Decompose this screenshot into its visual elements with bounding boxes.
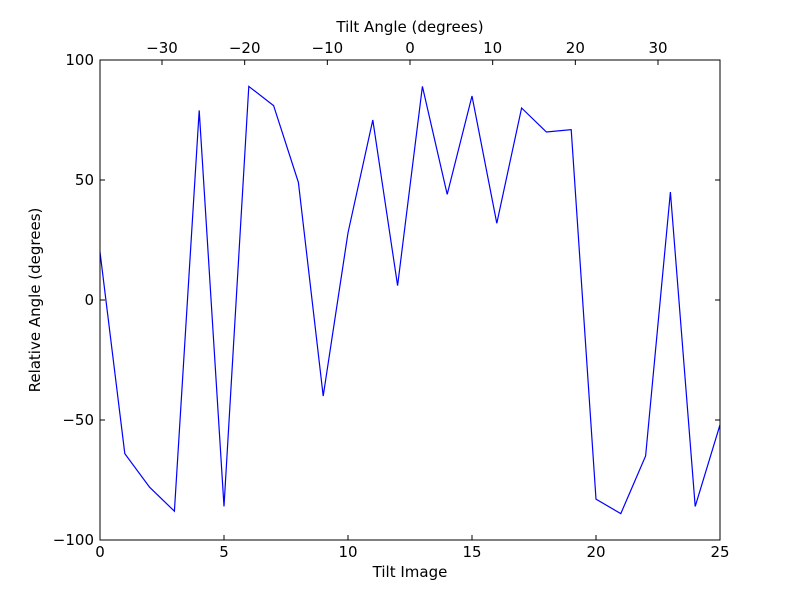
x-tick-label: 5 [219,543,229,561]
x-tick-label: 10 [338,543,357,561]
x-tick-label: 0 [95,543,105,561]
x2-tick-label: 10 [483,39,502,57]
plot-frame [99,59,721,541]
x-tick-label: 25 [710,543,729,561]
x2-tick-label: 0 [405,39,415,57]
series-layer [99,85,721,515]
plot-area [100,60,720,540]
x-axis-title: Tilt Image [372,563,448,581]
x2-tick-label: 30 [648,39,667,57]
y-tick-label: −100 [53,531,94,549]
y-tick-label: 50 [75,171,94,189]
x-tick-label: 20 [586,543,605,561]
y-tick-label: −50 [62,411,94,429]
x2-tick-label: −10 [312,39,344,57]
y-axis-title: Relative Angle (degrees) [26,208,44,393]
x-tick-label: 15 [462,543,481,561]
x2-tick-label: −20 [229,39,261,57]
y-tick-label: 100 [65,51,94,69]
y-tick-label: 0 [84,291,94,309]
series-line-0 [99,85,721,515]
x2-tick-label: 20 [566,39,585,57]
x2-tick-label: −30 [146,39,178,57]
x2-axis-title: Tilt Angle (degrees) [335,18,483,36]
